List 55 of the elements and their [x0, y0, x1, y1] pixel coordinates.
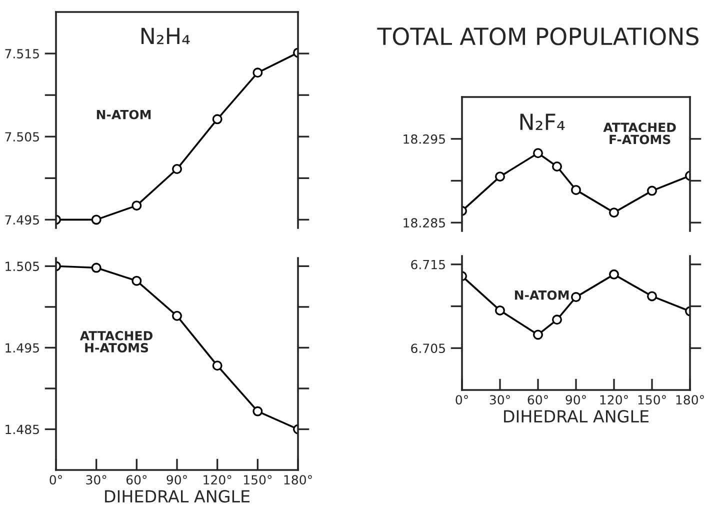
- point: [132, 276, 142, 286]
- x-tick-label: 90°: [566, 395, 586, 405]
- text: N₂H₄: [142, 28, 190, 44]
- x-tick-label: 30°: [490, 395, 510, 405]
- y-tick-label: 6.705: [411, 344, 445, 354]
- point: [609, 208, 619, 218]
- point: [571, 292, 581, 302]
- y-tick-label: 6.715: [411, 260, 445, 270]
- x-tick-label: 120°: [204, 475, 232, 485]
- x-axis-title: DIHEDRAL ANGLE: [504, 410, 649, 423]
- x-tick-label: 180°: [284, 475, 312, 485]
- point: [172, 164, 182, 174]
- y-tick-label: 18.295: [404, 134, 445, 144]
- point: [647, 186, 657, 196]
- y-tick-label: 7.505: [5, 132, 39, 142]
- x-tick-label: 150°: [244, 475, 272, 485]
- point: [495, 172, 505, 182]
- x-tick-label: 180°: [676, 395, 704, 405]
- x-tick-label: 60°: [126, 475, 147, 485]
- x-axis-title: DIHEDRAL ANGLE: [105, 490, 250, 503]
- point: [252, 406, 263, 416]
- series-label: N-ATOM: [514, 290, 569, 300]
- text: ATTACHED F-ATOMS: [603, 122, 676, 144]
- point: [91, 262, 102, 273]
- text: N₂F₄: [520, 114, 565, 130]
- point: [552, 314, 562, 325]
- point: [91, 214, 102, 225]
- point: [571, 184, 581, 195]
- text: N-ATOM: [96, 110, 151, 120]
- point: [533, 330, 543, 340]
- x-tick-label: 30°: [86, 475, 106, 485]
- point: [212, 114, 222, 124]
- point: [132, 200, 142, 211]
- y-tick-label: 18.285: [404, 218, 445, 228]
- y-tick-label: 1.485: [6, 424, 39, 434]
- x-tick-label: 60°: [528, 395, 548, 405]
- point: [533, 148, 543, 158]
- x-tick-label: 90°: [166, 475, 187, 485]
- point: [609, 269, 619, 280]
- y-tick-label: 1.495: [6, 343, 39, 353]
- y-tick-label: 7.495: [5, 215, 39, 225]
- text: TOTAL ATOM POPULATIONS: [377, 27, 698, 46]
- point: [172, 310, 182, 321]
- point: [212, 360, 222, 371]
- point: [552, 162, 562, 172]
- point: [647, 291, 657, 302]
- x-tick-label: 0°: [456, 395, 468, 405]
- x-tick-label: 0°: [50, 475, 62, 485]
- x-tick-label: 150°: [638, 395, 666, 405]
- point: [252, 68, 263, 78]
- series-label: ATTACHED H-ATOMS: [80, 330, 152, 352]
- y-tick-label: 7.515: [5, 49, 39, 58]
- y-tick-label: 1.505: [6, 262, 39, 272]
- point: [495, 305, 505, 316]
- x-tick-label: 120°: [600, 395, 628, 405]
